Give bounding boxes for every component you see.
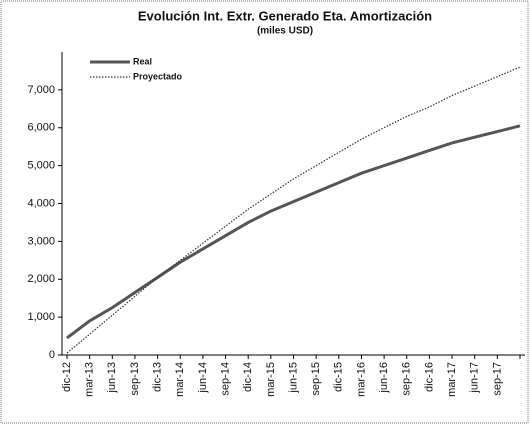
x-tick-label: mar-14 [174,362,186,397]
legend-label: Proyectado [133,71,183,81]
chart-title: Evolución Int. Extr. Generado Eta. Amort… [138,8,432,23]
x-tick-label: sep-16 [401,362,413,396]
y-tick-label: 2,000 [27,273,55,285]
x-tick-label: jun-15 [287,362,299,394]
y-tick-label: 1,000 [27,311,55,323]
y-tick-label: 7,000 [27,84,55,96]
series-line [66,124,521,340]
x-tick-label: jun-13 [106,362,118,394]
x-tick-label: mar-13 [84,362,96,397]
x-tick-label: mar-16 [355,362,367,397]
y-tick-label: 5,000 [27,160,55,172]
series-line [66,66,521,354]
x-tick-label: dic-16 [423,362,435,392]
x-tick-label: mar-15 [265,362,277,397]
x-tick-label: mar-17 [446,362,458,397]
x-tick-label: dic-15 [333,362,345,392]
x-tick-label: dic-14 [242,362,254,392]
chart-subtitle: (miles USD) [257,26,313,37]
x-tick-label: sep-15 [310,362,322,396]
x-tick-label: dic-13 [152,362,164,392]
x-tick-label: jun-17 [469,362,481,394]
y-tick-label: 0 [49,349,55,361]
x-tick-label: dic-12 [61,362,73,392]
x-tick-label: sep-17 [491,362,503,396]
x-tick-label: jun-16 [378,362,390,394]
y-tick-label: 3,000 [27,235,55,247]
x-tick-label: sep-13 [129,362,141,396]
x-tick-label: sep-14 [219,362,231,396]
x-tick-label: jun-14 [197,362,209,394]
y-tick-label: 6,000 [27,122,55,134]
y-tick-label: 4,000 [27,197,55,209]
legend-label: Real [133,56,152,66]
